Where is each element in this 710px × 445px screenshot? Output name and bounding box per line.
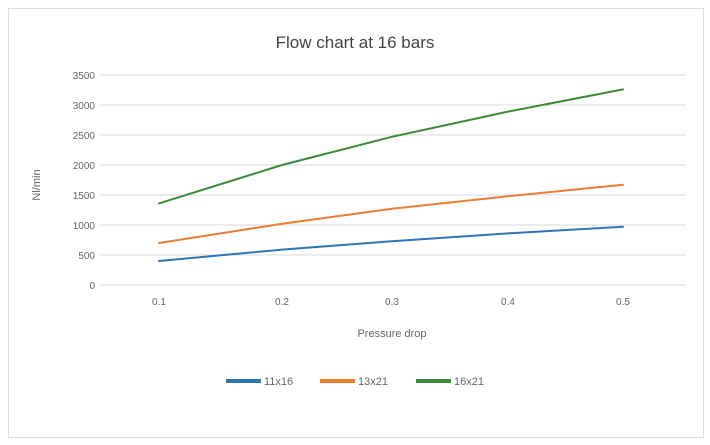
series-line-16x21 xyxy=(159,89,623,203)
x-tick-label: 0.3 xyxy=(385,297,399,308)
legend-label: 13x21 xyxy=(358,376,388,388)
x-tick-labels: 0.1 0.2 0.3 0.4 0.5 xyxy=(152,297,630,308)
x-tick-label: 0.4 xyxy=(501,297,515,308)
chart-title: Flow chart at 16 bars xyxy=(276,33,435,52)
y-tick-label: 2500 xyxy=(73,131,96,142)
y-tick-label: 3500 xyxy=(73,71,96,82)
y-tick-label: 1000 xyxy=(73,221,96,232)
legend-label: 16x21 xyxy=(454,376,484,388)
series-lines xyxy=(159,89,623,261)
y-axis-label: Nl/min xyxy=(31,169,43,200)
y-tick-label: 500 xyxy=(78,251,95,262)
y-tick-label: 3000 xyxy=(73,101,96,112)
y-tick-label: 2000 xyxy=(73,161,96,172)
legend-label: 11x16 xyxy=(264,376,293,388)
series-line-13x21 xyxy=(159,185,623,243)
y-tick-label: 0 xyxy=(89,281,95,292)
x-axis-label: Pressure drop xyxy=(357,328,426,340)
x-tick-label: 0.1 xyxy=(152,297,166,308)
x-tick-label: 0.2 xyxy=(275,297,289,308)
y-tick-labels: 0 500 1000 1500 2000 2500 3000 3500 xyxy=(73,71,96,292)
grid-lines xyxy=(100,75,686,285)
x-tick-label: 0.5 xyxy=(616,297,630,308)
legend: 11x16 13x21 16x21 xyxy=(226,376,484,388)
y-tick-label: 1500 xyxy=(73,191,96,202)
